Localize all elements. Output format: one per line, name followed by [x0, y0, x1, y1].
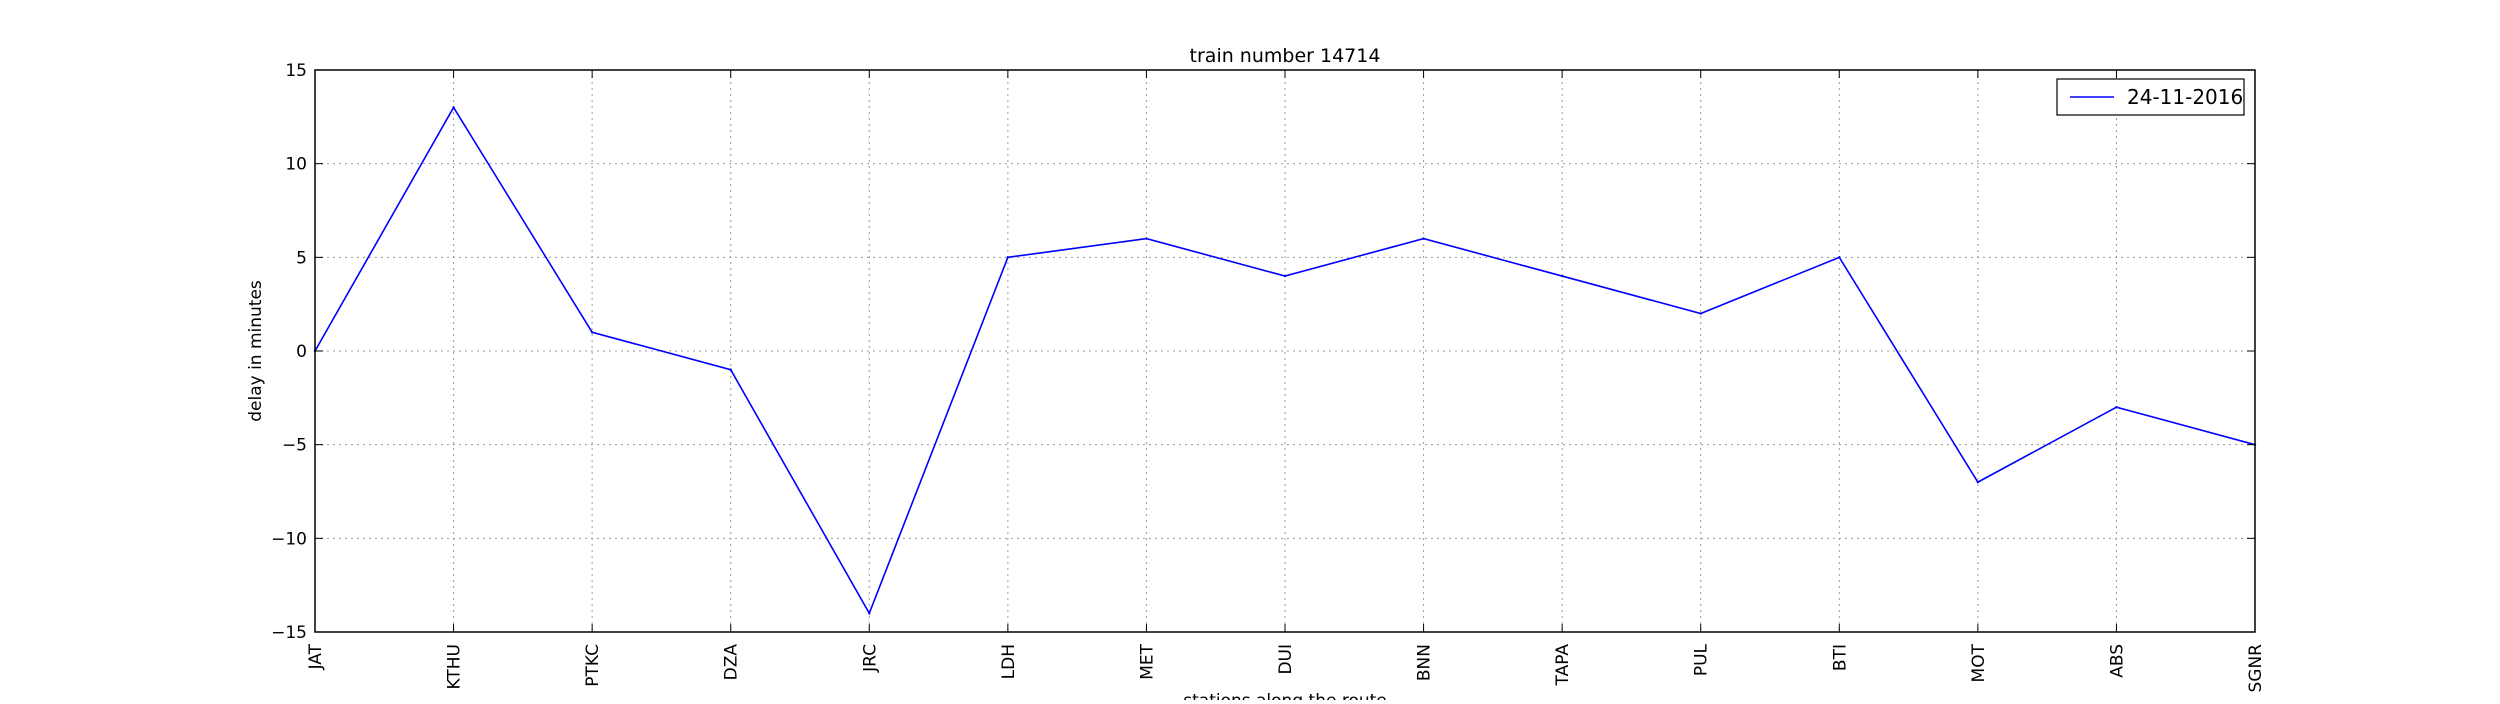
y-axis-label: delay in minutes [246, 280, 266, 422]
data-point [1699, 312, 1702, 315]
x-tick-label: DUI [1276, 644, 1296, 675]
y-tick-label: 5 [296, 248, 307, 268]
series-line-1 [314, 105, 2256, 616]
data-point [868, 612, 871, 615]
y-tick-label: 10 [285, 155, 307, 175]
series-layer [313, 105, 2257, 616]
x-tick-label: SGNR [2246, 644, 2266, 693]
x-tick-label: LDH [999, 644, 1019, 679]
grid-lines [315, 70, 2255, 632]
data-point [2115, 406, 2118, 409]
legend-label-series-1: 24-11-2016 [2127, 85, 2243, 109]
x-tick-label: KTHU [445, 644, 465, 689]
legend: 24-11-2016 [2056, 78, 2245, 116]
y-tick-label: −5 [282, 436, 307, 456]
data-point [1145, 237, 1148, 240]
x-tick-label: DZA [722, 644, 742, 681]
x-axis-label: stations along the route [1183, 691, 1387, 700]
x-tick-label: JRC [860, 644, 880, 673]
x-tick-label: TAPA [1553, 644, 1573, 687]
data-point [590, 331, 594, 334]
data-point [1560, 274, 1564, 278]
x-tick-label: ABS [2107, 644, 2127, 678]
y-tick-label: 0 [296, 342, 307, 362]
data-point [1422, 237, 1425, 240]
x-tick-label: JAT [306, 643, 326, 670]
y-tick-label: −10 [271, 529, 307, 549]
axis-ticks: JAT KTHU PTKC DZA JRC LDH MET DUI BNN TAPA PUL BTI M… [271, 61, 2266, 693]
x-tick-label: MET [1137, 643, 1157, 679]
data-point [1838, 256, 1841, 259]
data-point [452, 106, 455, 109]
y-tick-label: 15 [285, 61, 307, 81]
data-point [1283, 274, 1287, 278]
data-point [1006, 256, 1010, 259]
y-tick-label: −15 [271, 623, 307, 643]
data-point [1976, 480, 1980, 484]
x-tick-label: BTI [1830, 644, 1850, 671]
data-point [729, 368, 732, 371]
x-tick-label: BNN [1415, 644, 1435, 681]
x-tick-label: MOT [1969, 643, 1989, 682]
x-tick-label: PUL [1692, 643, 1712, 676]
chart-title: train number 14714 [1190, 45, 1381, 67]
x-tick-label: PTKC [583, 644, 603, 687]
